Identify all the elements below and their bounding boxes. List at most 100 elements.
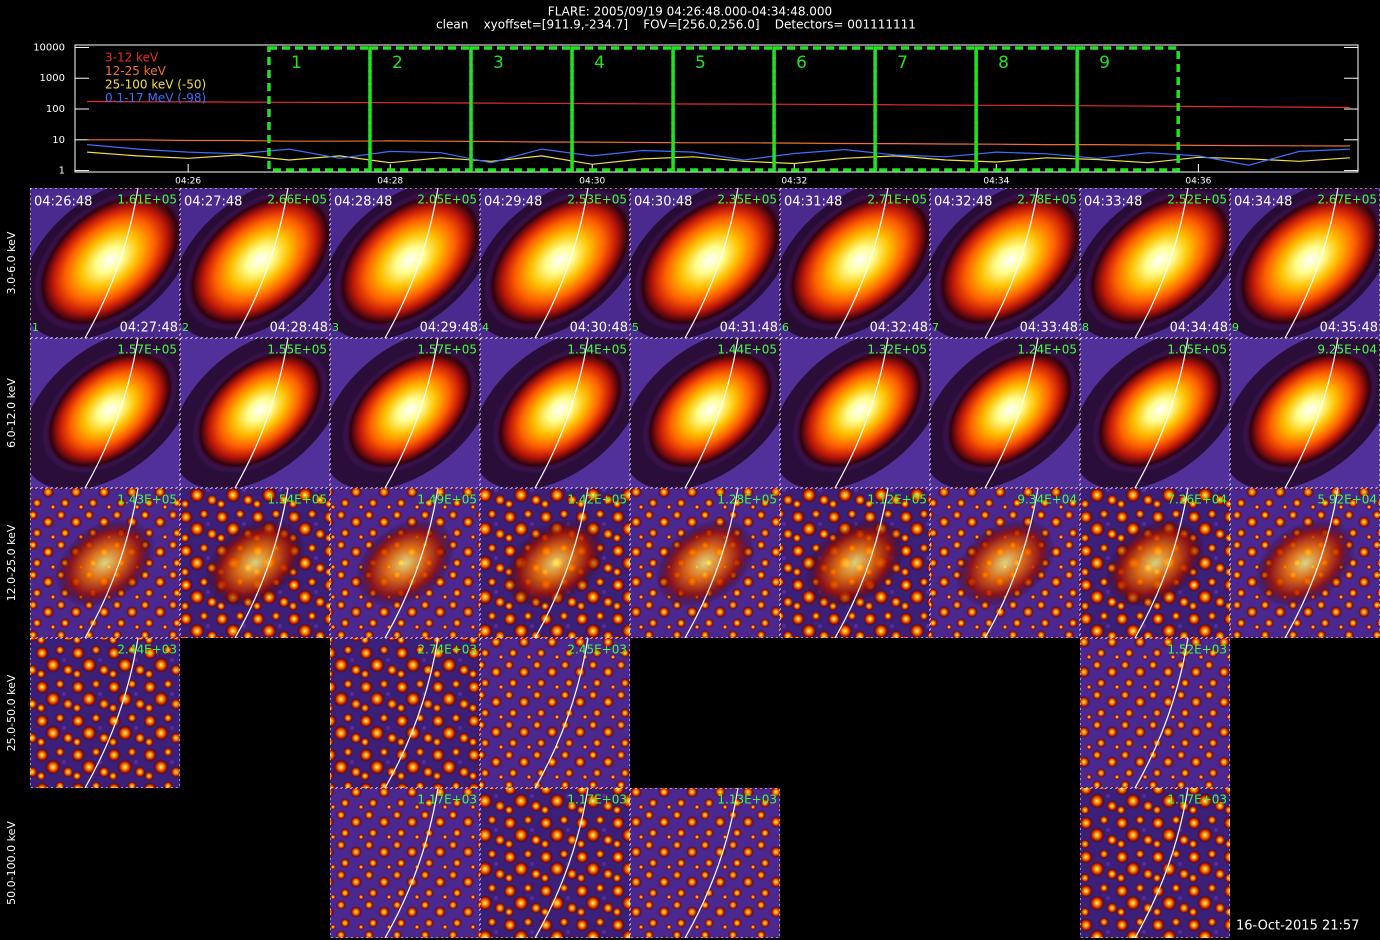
solar-limb <box>534 638 589 788</box>
image-cell: 1.17E+03 <box>1080 788 1230 938</box>
interval-label: 2 <box>392 53 403 73</box>
end-time: 04:27:48 <box>120 321 178 336</box>
end-time: 04:29:48 <box>420 321 478 336</box>
interval-label: 3 <box>493 53 504 73</box>
image-content <box>30 638 180 788</box>
solar-limb <box>1134 488 1189 638</box>
image-cell: 04:33:48 2.52E+05 8 04:34:48 <box>1080 188 1230 338</box>
solar-limb <box>684 488 739 638</box>
solar-limb <box>684 338 739 488</box>
image-noise <box>480 638 630 788</box>
max-value: 1.05E+05 <box>1167 343 1227 357</box>
image-content <box>330 188 480 338</box>
solar-limb <box>984 188 1039 338</box>
image-content <box>1080 338 1230 488</box>
max-value: 1.32E+05 <box>867 343 927 357</box>
max-value: 1.57E+05 <box>117 343 177 357</box>
flare-source <box>492 346 628 474</box>
image-noise <box>1080 788 1230 938</box>
image-cell: 04:34:48 2.67E+05 9 04:35:48 <box>1230 188 1380 338</box>
image-content <box>330 338 480 488</box>
start-time: 04:31:48 <box>784 195 842 210</box>
image-content <box>930 488 1080 638</box>
flare-source <box>792 346 928 474</box>
image-cell: 1.24E+05 <box>930 338 1080 488</box>
image-cell: 1.17E+03 <box>330 788 480 938</box>
image-cell: 5.92E+04 <box>1230 488 1380 638</box>
image-index: 6 <box>782 321 789 334</box>
interval-box <box>974 46 1079 172</box>
solar-limb <box>384 338 439 488</box>
max-value: 7.26E+04 <box>1167 493 1227 507</box>
y-tick-label: 10000 <box>33 42 65 53</box>
max-value: 2.53E+05 <box>567 193 627 207</box>
max-value: 1.49E+05 <box>417 493 477 507</box>
image-content <box>480 338 630 488</box>
solar-limb <box>234 488 289 638</box>
max-value: 1.17E+03 <box>567 793 627 807</box>
plot-frame <box>74 44 1359 173</box>
image-content <box>780 338 930 488</box>
image-cell: 1.12E+05 <box>780 488 930 638</box>
solar-limb <box>1134 788 1189 938</box>
solar-limb <box>1284 488 1339 638</box>
solar-limb <box>384 638 439 788</box>
start-time: 04:33:48 <box>1084 195 1142 210</box>
image-noise <box>330 638 480 788</box>
image-content <box>330 638 480 788</box>
image-cell: 04:27:48 2.66E+05 2 04:28:48 <box>180 188 330 338</box>
end-time: 04:33:48 <box>1020 321 1078 336</box>
max-value: 2.44E+03 <box>117 643 177 657</box>
x-tick-label: 04:34 <box>983 177 1009 187</box>
end-time: 04:28:48 <box>270 321 328 336</box>
image-index: 9 <box>1232 321 1239 334</box>
footer: 16-Oct-2015 21:57 <box>1236 919 1359 934</box>
image-content <box>1080 488 1230 638</box>
image-content <box>630 338 780 488</box>
image-content <box>780 188 930 338</box>
series-line <box>87 139 1350 147</box>
max-value: 1.13E+03 <box>717 793 777 807</box>
solar-limb <box>234 338 289 488</box>
image-cell: 1.57E+05 <box>30 338 180 488</box>
max-value: 1.44E+05 <box>717 343 777 357</box>
max-value: 5.92E+04 <box>1317 493 1377 507</box>
solar-limb <box>234 188 289 338</box>
legend-entry: 3-12 keV <box>105 51 159 65</box>
solar-limb <box>834 188 889 338</box>
image-cell: 1.42E+05 <box>480 488 630 638</box>
subtitle: clean xyoffset=[911.9,-234.7] FOV=[256.0… <box>436 18 916 32</box>
solar-limb <box>84 188 139 338</box>
image-cell: 1.55E+05 <box>180 338 330 488</box>
start-time: 04:29:48 <box>484 195 542 210</box>
solar-limb <box>834 488 889 638</box>
image-cell: 1.44E+05 <box>630 338 780 488</box>
image-cell: 04:32:48 2.78E+05 7 04:33:48 <box>930 188 1080 338</box>
x-tick-label: 04:36 <box>1185 177 1211 187</box>
image-content <box>630 788 780 938</box>
start-time: 04:30:48 <box>634 195 692 210</box>
image-cell: 9.25E+04 <box>1230 338 1380 488</box>
solar-limb <box>84 338 139 488</box>
series-line <box>87 151 1350 165</box>
flare-source <box>1083 189 1230 331</box>
image-content <box>480 788 630 938</box>
solar-limb <box>384 188 439 338</box>
solar-limb <box>684 788 739 938</box>
title: FLARE: 2005/09/19 04:26:48.000-04:34:48.… <box>548 5 832 19</box>
max-value: 1.42E+05 <box>567 493 627 507</box>
interval-box <box>671 46 776 172</box>
interval-label: 1 <box>291 53 302 73</box>
image-content <box>330 488 480 638</box>
image-content <box>180 188 330 338</box>
interval-box <box>469 46 574 172</box>
solar-limb <box>534 338 589 488</box>
max-value: 1.17E+03 <box>1167 793 1227 807</box>
interval-box <box>570 46 675 172</box>
y-tick-label: 1 <box>59 166 65 177</box>
image-content <box>330 788 480 938</box>
max-value: 1.17E+03 <box>417 793 477 807</box>
image-content <box>930 188 1080 338</box>
